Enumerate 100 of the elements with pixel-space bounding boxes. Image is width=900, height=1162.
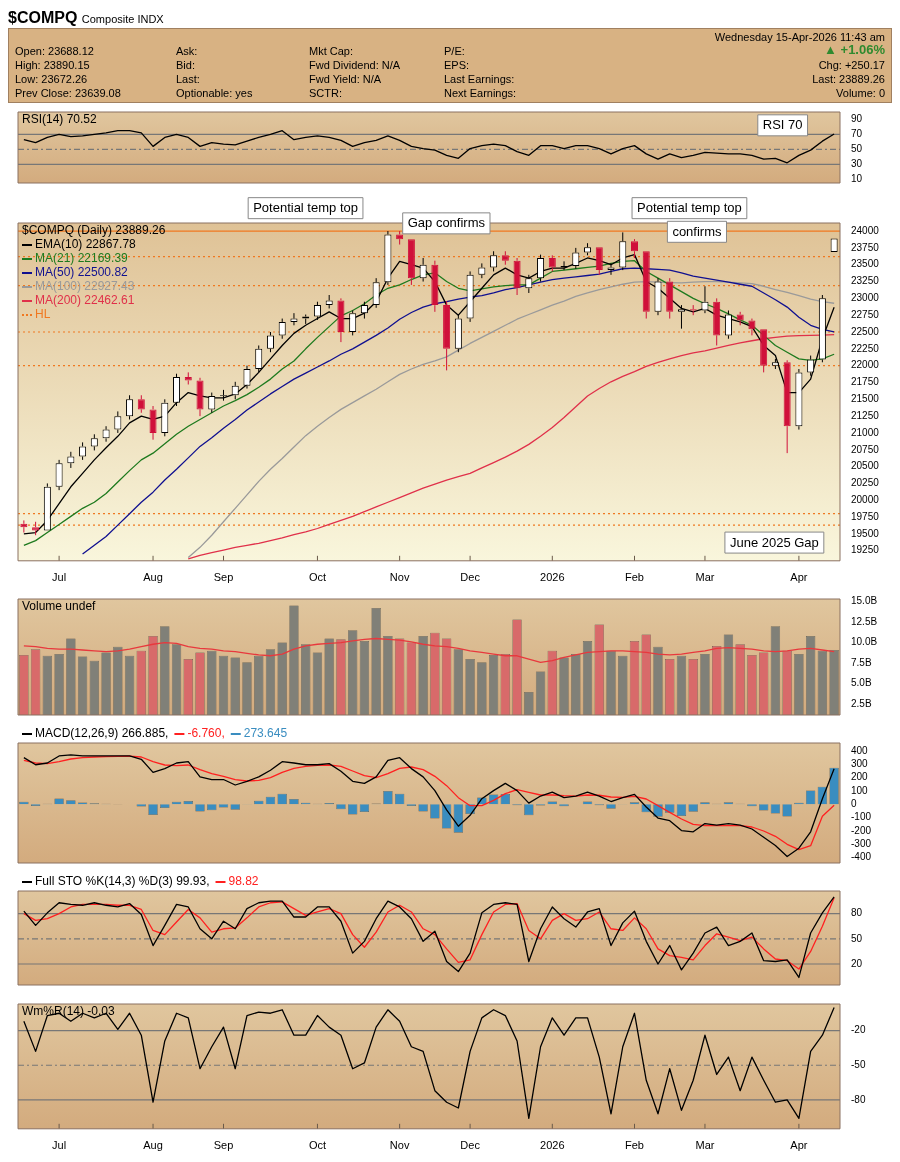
y-tick-label: -100 xyxy=(851,811,872,823)
y-tick-label: -400 xyxy=(851,851,872,863)
text: EPS: xyxy=(444,59,470,71)
x-tick-label: Jul xyxy=(52,571,67,584)
annotation: Gap confirms xyxy=(407,215,486,231)
x-tick-label: Nov xyxy=(389,1139,410,1152)
x-tick-label: Aug xyxy=(143,571,163,584)
x-tick-label: Apr xyxy=(790,1139,808,1152)
legend-label: MA(21) 22169.39 xyxy=(35,251,129,266)
x-tick-label: Mar xyxy=(695,1139,715,1152)
text: Prev Close: 23639.08 xyxy=(15,87,121,99)
y-tick-label: 22250 xyxy=(851,342,880,354)
x-tick-label: Jul xyxy=(52,1139,67,1152)
y-tick-label: 100 xyxy=(851,784,869,796)
y-tick-label: -300 xyxy=(851,838,872,850)
text: $COMPQ xyxy=(8,9,78,26)
x-tick-label: Apr xyxy=(790,571,808,584)
y-tick-label: 200 xyxy=(851,771,869,783)
legend-label: EMA(10) 22867.78 xyxy=(35,237,137,252)
y-tick-label: 15.0B xyxy=(851,595,878,607)
y-tick-label: 19250 xyxy=(851,544,880,556)
y-tick-label: 22500 xyxy=(851,325,880,337)
x-tick-label: Mar xyxy=(695,571,715,584)
y-tick-label: 23000 xyxy=(851,292,880,304)
y-tick-label: 80 xyxy=(851,907,863,919)
x-tick-label: 2026 xyxy=(540,571,565,584)
text: Potential temp top xyxy=(637,200,742,216)
x-tick-label: Aug xyxy=(143,1139,163,1152)
x-tick-label: Dec xyxy=(460,1139,481,1152)
text: Composite INDX xyxy=(81,13,164,25)
legend-label: Full STO %K(14,3) %D(3) 99.93, xyxy=(35,874,210,889)
y-tick-label: 19750 xyxy=(851,510,880,522)
y-tick-label: 22000 xyxy=(851,359,880,371)
chart-title: $COMPQ (Daily) 23889.26 xyxy=(22,223,166,238)
y-tick-label: 21750 xyxy=(851,376,880,388)
y-tick-label: 23250 xyxy=(851,275,880,287)
legend-label: HL xyxy=(35,307,51,322)
y-tick-label: 19500 xyxy=(851,527,880,539)
x-tick-label: Oct xyxy=(308,1139,327,1152)
legend-label: 98.82 xyxy=(228,874,259,889)
text: Potential temp top xyxy=(253,200,358,216)
y-tick-label: -20 xyxy=(851,1024,866,1036)
text: SCTR: xyxy=(309,87,342,99)
y-tick-label: 70 xyxy=(851,128,863,140)
text: Open: 23688.12 xyxy=(15,45,94,57)
text: Next Earnings: xyxy=(444,87,517,99)
chart-title: Wm%R(14) -0.03 xyxy=(22,1004,116,1019)
y-tick-label: 50 xyxy=(851,143,863,155)
x-tick-label: Feb xyxy=(625,1139,644,1152)
y-tick-label: 7.5B xyxy=(851,656,872,668)
text: ▲ +1.06% xyxy=(824,42,885,57)
y-tick-label: 20 xyxy=(851,957,863,969)
y-tick-label: 50 xyxy=(851,932,863,944)
y-tick-label: 21250 xyxy=(851,409,880,421)
y-tick-label: 0 xyxy=(851,798,857,810)
chart-title: RSI(14) 70.52 xyxy=(22,112,98,127)
text: Wednesday 15-Apr-2026 11:43 am xyxy=(714,31,885,43)
y-tick-label: 5.0B xyxy=(851,677,872,689)
annotation: confirms xyxy=(672,223,722,239)
legend-label: MA(200) 22462.61 xyxy=(35,293,135,308)
y-tick-label: 23500 xyxy=(851,258,880,270)
text: Chg: +250.17 xyxy=(818,59,885,71)
text: P/E: xyxy=(444,45,465,57)
y-tick-label: 20750 xyxy=(851,443,880,455)
y-tick-label: 20500 xyxy=(851,460,880,472)
y-tick-label: 10.0B xyxy=(851,636,878,648)
y-tick-label: 90 xyxy=(851,113,863,125)
legend-label: 273.645 xyxy=(243,726,288,741)
text: Optionable: yes xyxy=(176,87,253,99)
y-tick-label: 12.5B xyxy=(851,615,878,627)
x-tick-label: Dec xyxy=(460,571,481,584)
y-tick-label: 22750 xyxy=(851,308,880,320)
text: Bid: xyxy=(176,59,195,71)
text: Last: 23889.26 xyxy=(812,73,885,85)
y-tick-label: 21000 xyxy=(851,426,880,438)
annotation: June 2025 Gap xyxy=(729,534,819,550)
legend-label: -6.760, xyxy=(187,726,225,741)
text: Last: xyxy=(176,73,200,85)
text: Mkt Cap: xyxy=(309,45,354,57)
legend-label: MA(50) 22500.82 xyxy=(35,265,129,280)
x-tick-label: Sep xyxy=(213,571,234,584)
text: Volume: 0 xyxy=(836,87,885,99)
x-tick-label: Feb xyxy=(625,571,644,584)
y-tick-label: 10 xyxy=(851,173,863,185)
y-tick-label: 23750 xyxy=(851,241,880,253)
y-tick-label: -80 xyxy=(851,1093,866,1105)
x-tick-label: Sep xyxy=(213,1139,234,1152)
text: Fwd Yield: N/A xyxy=(309,73,382,85)
y-tick-label: 20250 xyxy=(851,477,880,489)
y-tick-label: 400 xyxy=(851,744,869,756)
text: Ask: xyxy=(176,45,198,57)
text: High: 23890.15 xyxy=(15,59,90,71)
legend-label: MA(100) 22927.43 xyxy=(35,279,135,294)
y-tick-label: -50 xyxy=(851,1058,866,1070)
annotation: RSI 70 xyxy=(762,117,803,133)
chart-title: Volume undef xyxy=(22,599,97,614)
y-tick-label: 24000 xyxy=(851,224,880,236)
legend-label: MACD(12,26,9) 266.885, xyxy=(35,726,169,741)
text: Last Earnings: xyxy=(444,73,515,85)
y-tick-label: 30 xyxy=(851,158,863,170)
